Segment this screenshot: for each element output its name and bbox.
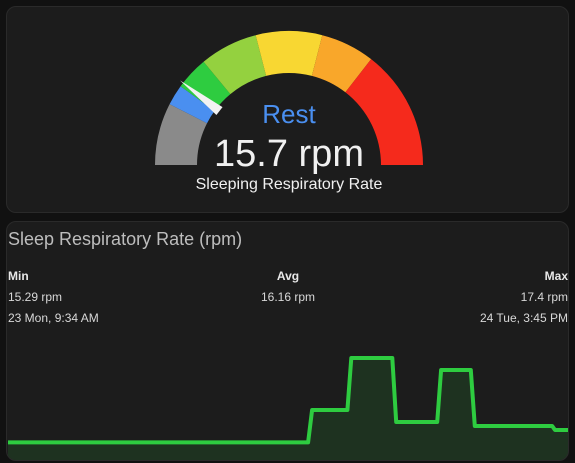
max-label: Max bbox=[544, 269, 568, 283]
series-area bbox=[8, 358, 568, 460]
gauge-card[interactable]: Rest 15.7 rpm Sleeping Respiratory Rate bbox=[6, 6, 569, 213]
gauge-segment bbox=[255, 30, 323, 76]
gauge-segment bbox=[180, 61, 231, 111]
gauge-segment bbox=[345, 59, 423, 165]
min-label: Min bbox=[8, 269, 29, 283]
series-line bbox=[8, 356, 568, 445]
gauge-segment bbox=[169, 86, 215, 124]
gauge-arc bbox=[155, 30, 423, 165]
gauge-state-label: Rest bbox=[262, 99, 316, 129]
max-value: 17.4 rpm bbox=[520, 290, 568, 304]
graph-card[interactable]: Sleep Respiratory Rate (rpm) Min 15.29 r… bbox=[6, 221, 569, 461]
gauge-segment bbox=[203, 35, 267, 95]
avg-value: 16.16 rpm bbox=[260, 290, 316, 304]
graph-plot[interactable] bbox=[7, 222, 569, 461]
gauge-needle bbox=[179, 80, 223, 116]
gauge-segment bbox=[155, 104, 208, 165]
min-value: 15.29 rpm bbox=[8, 290, 63, 304]
avg-label: Avg bbox=[276, 269, 300, 283]
min-time: 23 Mon, 9:34 AM bbox=[8, 311, 99, 325]
max-time: 24 Tue, 3:45 PM bbox=[479, 311, 568, 325]
graph-title: Sleep Respiratory Rate (rpm) bbox=[8, 229, 243, 249]
gauge-segment bbox=[311, 35, 372, 93]
gauge-entity-name: Sleeping Respiratory Rate bbox=[195, 176, 383, 193]
gauge-value: 15.7 rpm bbox=[214, 133, 364, 175]
